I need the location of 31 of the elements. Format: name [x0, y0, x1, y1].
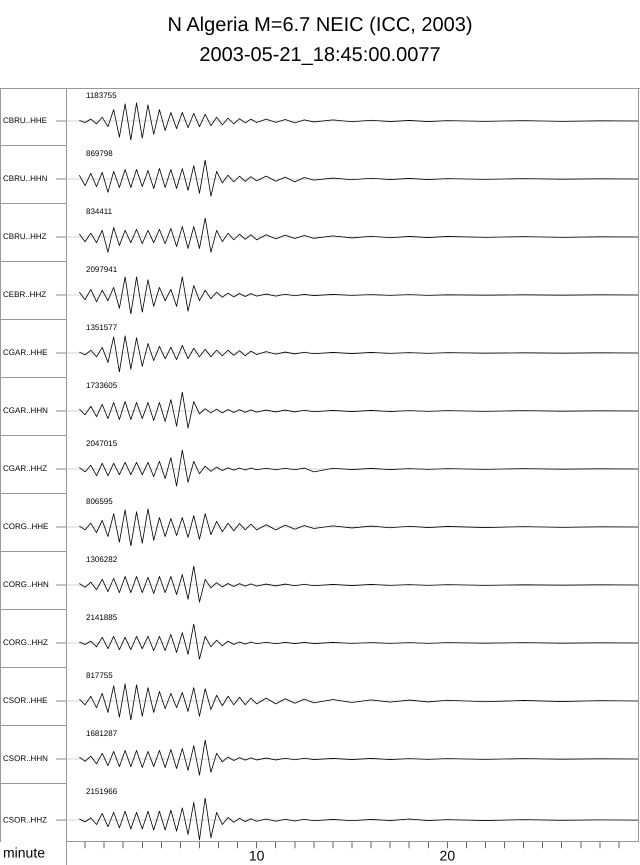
y-axis-title: CSOR..HHZ — [3, 815, 48, 824]
text: 2097941 — [86, 265, 118, 274]
text: 869798 — [86, 149, 114, 158]
text: 806595 — [86, 497, 114, 506]
chart-subtitle: 2003-05-21_18:45:00.0077 — [198, 43, 442, 68]
y-axis-title: CSOR..HHE — [3, 696, 48, 706]
y-axis-title: CGAR..HHE — [3, 348, 48, 358]
x-axis-title: minute — [3, 844, 46, 860]
y-axis-title: CSOR..HHN — [3, 754, 48, 764]
y-axis-title: CBRU..HHE — [3, 116, 48, 126]
text: 1733605 — [86, 381, 118, 390]
x-tick-label: 20 — [440, 847, 456, 864]
text: 1183755 — [86, 91, 118, 100]
text: 1351577 — [86, 323, 118, 332]
text: 1306282 — [86, 555, 118, 564]
text: 2047015 — [86, 439, 118, 448]
y-axis-title: CBRU..HHN — [3, 174, 48, 184]
x-tick-label: 10 — [248, 847, 265, 864]
text: 817755 — [86, 671, 114, 680]
y-axis-title: CORG..HHZ — [3, 638, 48, 648]
y-axis-title: CGAR..HHZ — [3, 464, 48, 474]
chart-title: N Algeria M=6.7 NEIC (ICC, 2003) — [166, 13, 474, 38]
y-axis-title: CBRU..HHZ — [3, 232, 47, 242]
text: 2141885 — [86, 613, 118, 622]
y-axis-title: CORG..HHN — [3, 580, 49, 590]
text: 2151966 — [86, 787, 118, 796]
y-axis-title: CGAR..HHN — [3, 406, 48, 416]
y-axis-title: CORG..HHE — [3, 522, 48, 532]
y-axis-title: CEBR..HHZ — [3, 290, 46, 300]
text: 1681287 — [86, 729, 118, 738]
text: 834411 — [86, 207, 113, 216]
